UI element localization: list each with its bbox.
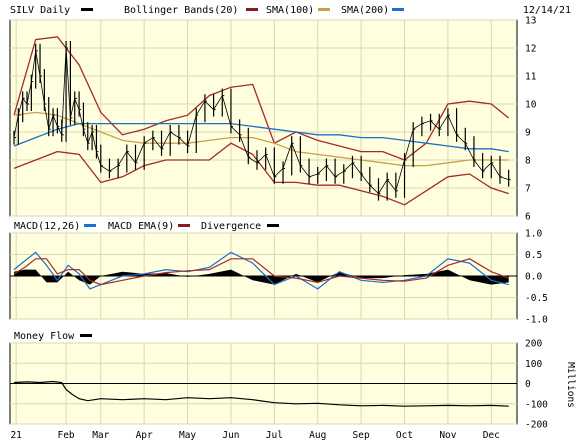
money-legend: Money Flow [14,331,92,342]
price-y-ticks: 6 7 8 9 10 11 12 13 [525,16,537,223]
legend-macd-ema: MACD EMA(9) [108,221,174,232]
legend-swatch-money [80,334,92,337]
price-y-tick-label: 11 [525,72,537,83]
money-y-axis-label: Millions [565,362,576,408]
x-tick-label: Apr [136,430,153,441]
price-y-tick-label: 7 [525,184,531,195]
macd-y-tick-label: 1.0 [525,229,542,240]
legend-swatch-bollinger [246,8,258,11]
money-y-tick-label: 100 [525,359,542,370]
macd-y-tick-label: 0.5 [525,250,542,261]
legend-sma100: SMA(100) [266,5,314,16]
price-y-tick-label: 9 [525,128,531,139]
x-tick-label: Jul [266,430,283,441]
series-sma100-line [13,111,509,167]
macd-y-ticks: 1.0 0.5 0.0 -0.5 -1.0 [525,229,548,326]
price-series [13,36,511,206]
x-tick-label: Dec [483,430,500,441]
series-sma200-line [13,122,509,153]
money-y-tick-label: 0 [525,379,531,390]
price-y-tick-label: 12 [525,44,536,55]
macd-y-tick-label: -0.5 [525,293,548,304]
series-macd-line [13,251,509,290]
legend-swatch-ema [178,224,190,227]
chart-date: 12/14/21 [523,5,571,16]
series-divergence-area [14,269,509,285]
price-legend: SILV Daily Bollinger Bands(20) SMA(100) … [10,5,404,16]
money-y-ticks: 200 100 0 -100 -200 [525,339,548,431]
legend-money-flow: Money Flow [14,331,75,342]
legend-swatch-sma100 [318,8,330,11]
price-panel [9,19,518,217]
money-series [10,380,517,407]
x-tick-label: Nov [439,430,456,441]
macd-y-tick-label: -1.0 [525,315,548,326]
money-y-tick-label: -200 [525,420,548,431]
legend-swatch-divergence [267,224,279,227]
x-tick-label: Feb [57,430,74,441]
legend-swatch-sma200 [392,8,404,11]
legend-sma200: SMA(200) [341,5,389,16]
x-tick-label: Aug [309,430,326,441]
x-tick-label: Mar [92,430,109,441]
series-bb_lower-line [13,142,509,206]
x-tick-label: Jun [222,430,239,441]
legend-bollinger: Bollinger Bands(20) [124,5,238,16]
series-bb_upper-line [13,36,510,161]
price-y-tick-label: 8 [525,156,531,167]
legend-swatch-price [81,8,93,11]
x-tick-label: May [179,430,196,441]
price-y-tick-label: 10 [525,100,537,111]
series-money-flow-line [13,380,509,407]
legend-swatch-macd [84,224,96,227]
price-y-tick-label: 13 [525,16,536,27]
legend-divergence: Divergence [201,221,261,232]
price-y-tick-label: 6 [525,212,531,223]
series-signal-line [13,258,509,286]
macd-series [10,251,517,290]
series-price-line [13,47,509,195]
x-tick-label: Oct [396,430,413,441]
legend-macd: MACD(12,26) [14,221,80,232]
x-tick-label: 21 [10,430,22,441]
x-axis-labels: 21 Feb Mar Apr May Jun Jul Aug Sep Oct Nov Dec [10,430,499,441]
money-y-tick-label: -100 [525,399,548,410]
macd-y-tick-label: 0.0 [525,272,542,283]
macd-legend: MACD(12,26) MACD EMA(9) Divergence [14,221,279,232]
money-y-tick-label: 200 [525,339,542,350]
watermark: ©BigCharts.com [409,219,510,232]
legend-silv-daily: SILV Daily [10,5,70,16]
x-tick-label: Sep [353,430,370,441]
